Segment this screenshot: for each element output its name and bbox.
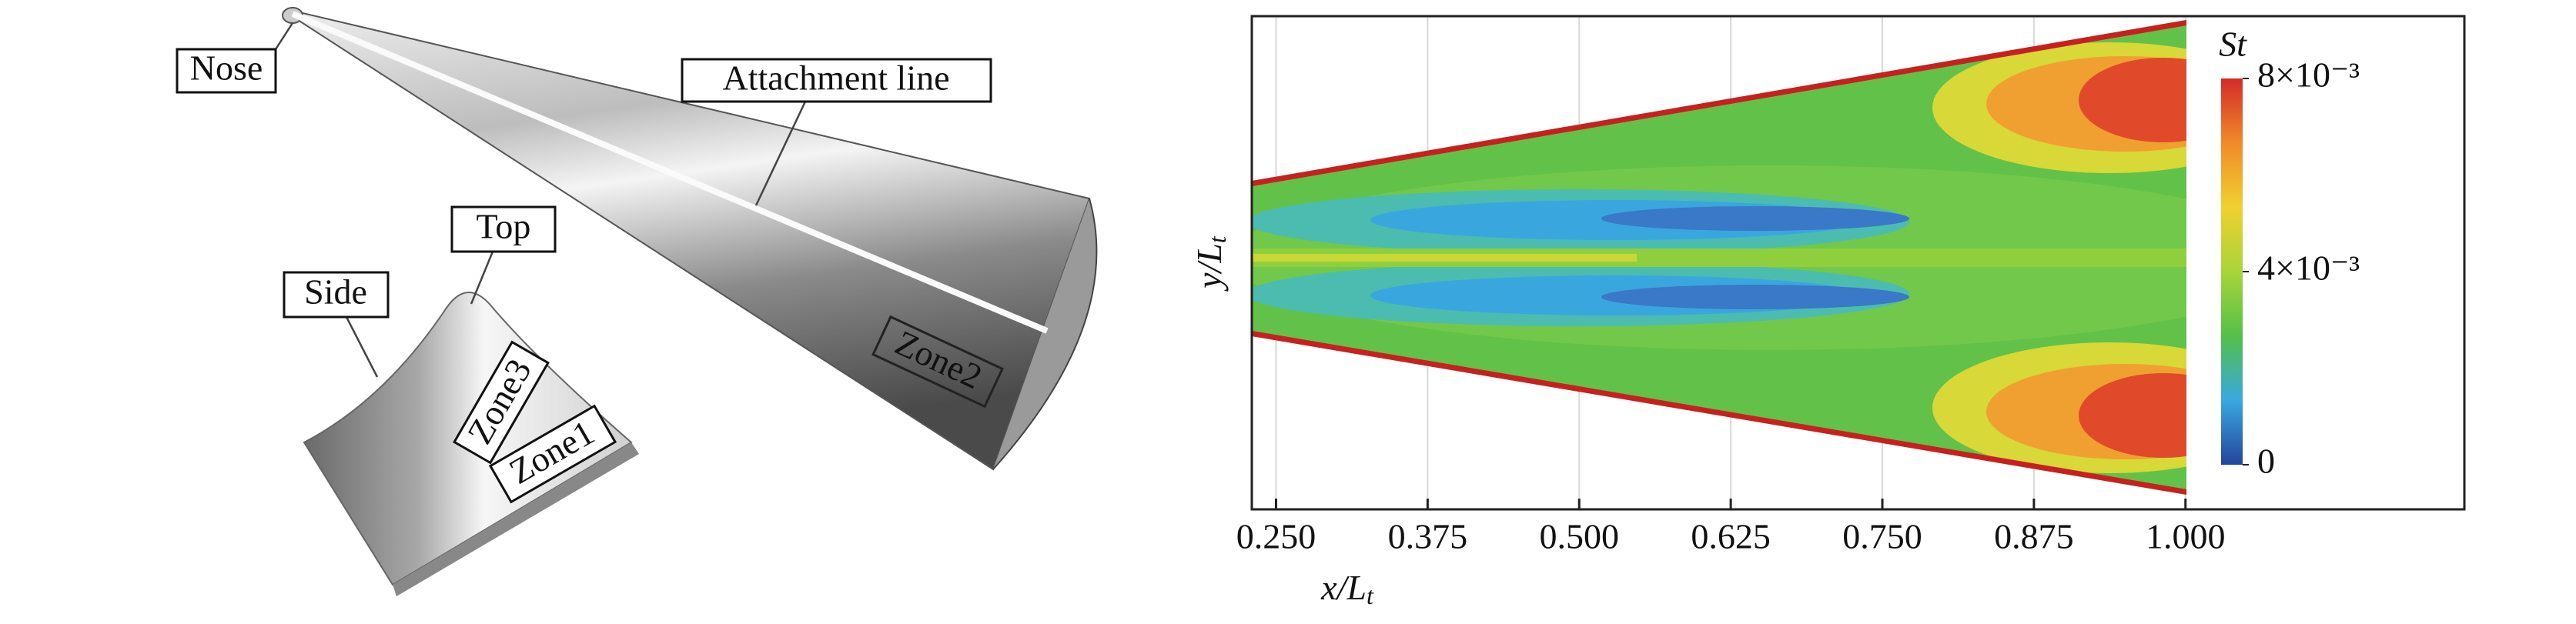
x-tick-label: 0.375 <box>1388 517 1468 556</box>
colorbar-tick-label: 4×10⁻³ <box>2257 249 2360 288</box>
label-top: Top <box>477 207 531 246</box>
x-tick-label: 0.750 <box>1842 517 1922 556</box>
x-tick-label: 0.625 <box>1691 517 1771 556</box>
colorbar <box>2221 78 2243 465</box>
x-axis-label: x/Lt <box>1320 568 1374 610</box>
colorbar-tick-label: 8×10⁻³ <box>2257 55 2360 95</box>
colorbar-title: St <box>2219 25 2247 64</box>
label-nose: Nose <box>190 48 263 88</box>
plot-frame <box>1250 15 2466 511</box>
colorbar-tick-label: 0 <box>2257 442 2275 481</box>
x-tick-label: 1.000 <box>2146 517 2226 556</box>
label-attachment-line: Attachment line <box>722 58 949 98</box>
x-tick-label: 0.875 <box>1994 517 2074 556</box>
y-axis-label: y/Lt <box>1189 235 1232 292</box>
x-tick-label: 0.250 <box>1236 517 1316 556</box>
x-tick-label: 0.500 <box>1540 517 1620 556</box>
label-side: Side <box>304 272 367 312</box>
